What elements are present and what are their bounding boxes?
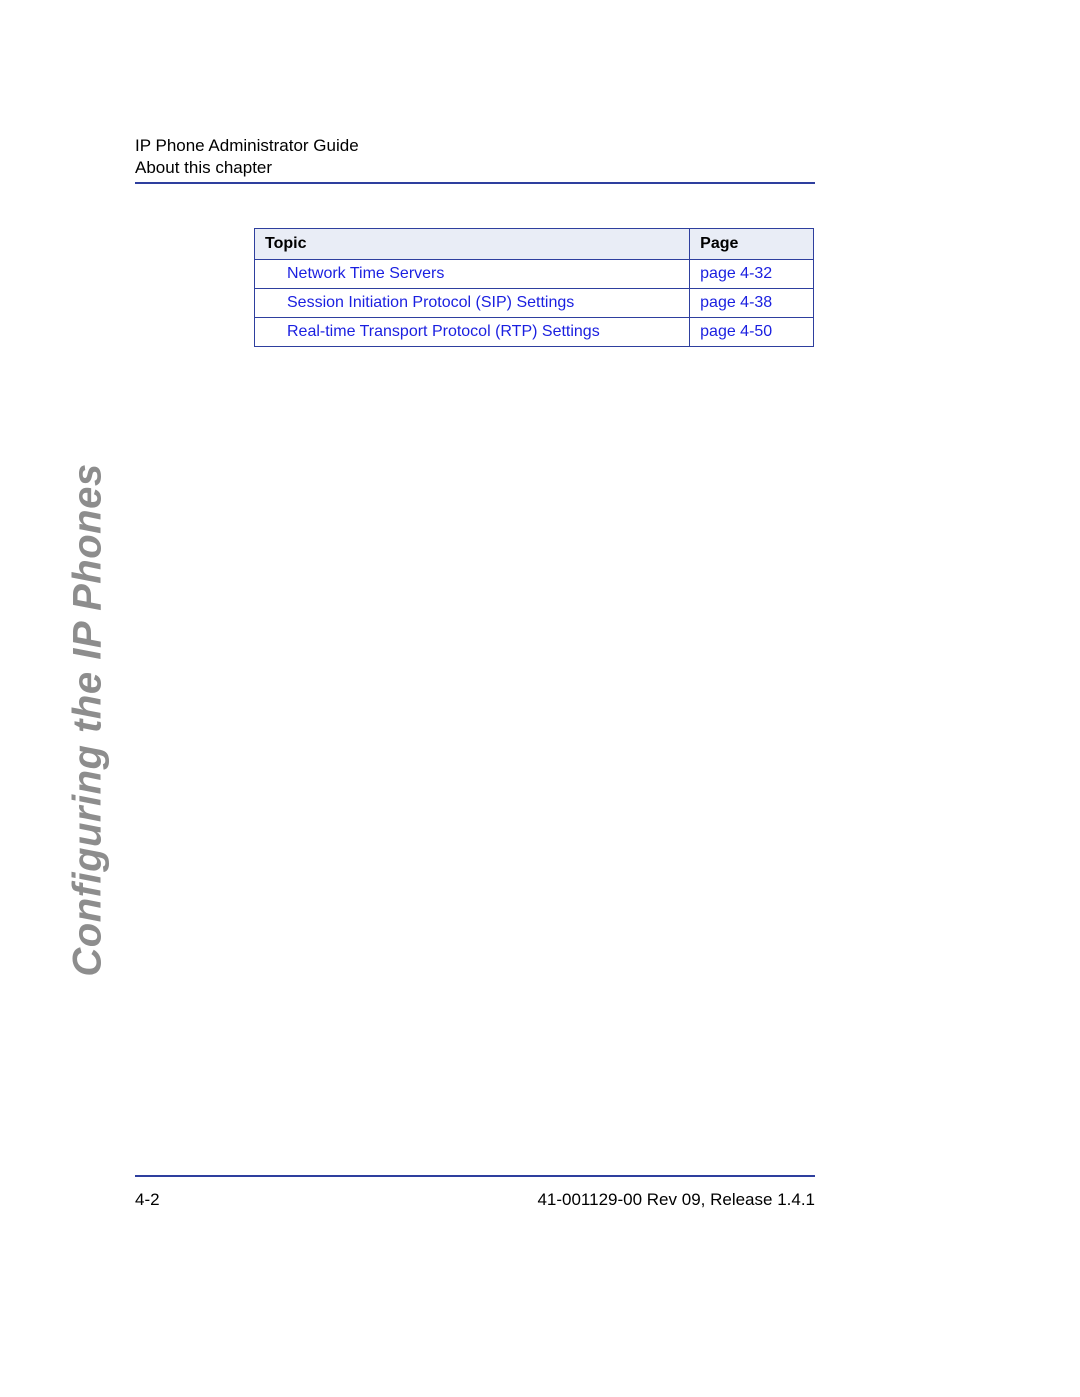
toc-topic-link[interactable]: Session Initiation Protocol (SIP) Settin… (255, 289, 690, 318)
toc-header-row: Topic Page (255, 229, 814, 260)
table-row: Real-time Transport Protocol (RTP) Setti… (255, 318, 814, 347)
footer-rule (135, 1175, 815, 1177)
guide-title: IP Phone Administrator Guide (135, 135, 815, 157)
toc-topic-link[interactable]: Network Time Servers (255, 260, 690, 289)
footer-page-number: 4-2 (135, 1190, 160, 1210)
toc-table: Topic Page Network Time Servers page 4-3… (254, 228, 814, 347)
section-title: About this chapter (135, 157, 815, 179)
footer-doc-id: 41-001129-00 Rev 09, Release 1.4.1 (415, 1190, 815, 1210)
toc-page-link[interactable]: page 4-38 (690, 289, 814, 318)
table-row: Network Time Servers page 4-32 (255, 260, 814, 289)
page-header: IP Phone Administrator Guide About this … (135, 135, 815, 179)
page: IP Phone Administrator Guide About this … (0, 0, 1080, 1397)
toc-col-topic: Topic (255, 229, 690, 260)
header-rule (135, 182, 815, 184)
toc-page-link[interactable]: page 4-50 (690, 318, 814, 347)
toc-topic-link[interactable]: Real-time Transport Protocol (RTP) Setti… (255, 318, 690, 347)
toc-page-link[interactable]: page 4-32 (690, 260, 814, 289)
toc-col-page: Page (690, 229, 814, 260)
chapter-side-title: Configuring the IP Phones (66, 463, 111, 976)
table-row: Session Initiation Protocol (SIP) Settin… (255, 289, 814, 318)
